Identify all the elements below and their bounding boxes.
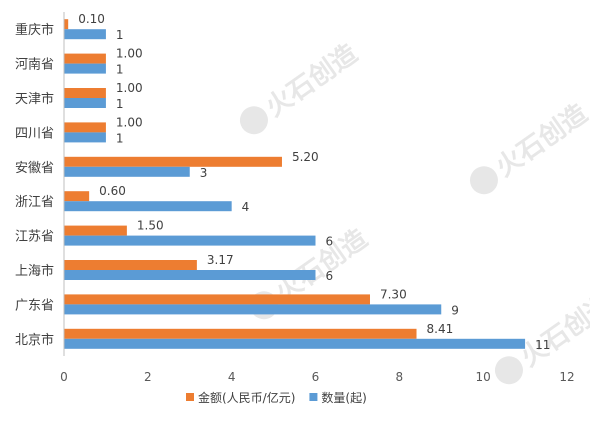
bars-layer [64, 19, 526, 349]
bar-amount [64, 19, 69, 30]
category-label: 北京市 [15, 332, 54, 348]
data-label-amount: 1.00 [116, 47, 143, 61]
watermark-flame-icon [469, 166, 498, 195]
bar-count [64, 201, 232, 212]
category-label: 上海市 [15, 263, 54, 279]
data-label-amount: 1.00 [116, 81, 143, 95]
watermark-logo: 火石创造 [239, 39, 363, 135]
legend-label-amount: 金额(人民币/亿元) [198, 390, 295, 405]
data-label-count: 3 [200, 166, 208, 180]
x-tick-label: 4 [228, 370, 236, 384]
data-label-amount: 1.00 [116, 115, 143, 129]
category-label: 广东省 [15, 298, 54, 313]
bar-count [64, 235, 316, 246]
data-label-amount: 0.60 [99, 184, 126, 198]
bar-amount [64, 156, 282, 167]
x-tick-label: 10 [476, 370, 491, 384]
data-label-amount: 7.30 [380, 287, 407, 301]
legend: 金额(人民币/亿元) 数量(起) [186, 390, 367, 405]
data-label-count: 1 [116, 97, 124, 111]
watermark-text: 火石创造 [516, 289, 590, 373]
x-tick-label: 2 [144, 370, 152, 384]
labels-layer: 0.10 1 重庆市 1.00 1 河南省 1.00 1 天津市 1.00 1 四川省 5.20 3 安徽省… [15, 12, 550, 352]
bar-count [64, 338, 526, 349]
data-label-count: 1 [116, 63, 124, 77]
data-label-count: 4 [242, 200, 250, 214]
bar-count [64, 270, 316, 280]
category-label: 安徽省 [15, 161, 54, 176]
category-label: 天津市 [15, 91, 54, 107]
bar-amount [64, 191, 90, 202]
bar-count [64, 166, 190, 177]
bar-amount [64, 328, 417, 339]
data-label-count: 11 [535, 338, 550, 352]
legend-swatch-amount [186, 393, 194, 401]
data-label-amount: 3.17 [207, 253, 234, 267]
category-label: 四川省 [15, 126, 54, 141]
x-tick-label: 0 [60, 370, 68, 384]
watermark-logo: 火石创造 [469, 99, 590, 195]
bar-count [64, 29, 106, 40]
data-label-count: 9 [451, 303, 459, 317]
data-label-count: 6 [326, 235, 334, 249]
data-label-count: 6 [326, 269, 334, 283]
legend-label-count: 数量(起) [321, 390, 366, 405]
x-tick-label: 12 [559, 370, 574, 384]
bar-count [64, 304, 442, 315]
data-label-amount: 1.50 [137, 219, 164, 233]
watermark-text: 火石创造 [261, 39, 363, 123]
category-label: 江苏省 [15, 229, 54, 245]
bar-count [64, 63, 106, 74]
x-tick-label: 6 [312, 370, 320, 384]
data-label-amount: 8.41 [427, 322, 454, 336]
data-label-count: 1 [116, 131, 124, 145]
bar-amount [64, 88, 106, 98]
category-label: 浙江省 [15, 195, 54, 210]
axis-layer: 0 2 4 6 8 10 12 [60, 12, 575, 384]
bar-amount [64, 122, 106, 133]
legend-swatch-count [309, 393, 318, 401]
watermark-flame-icon [239, 106, 268, 135]
bar-count [64, 98, 106, 108]
bar-amount [64, 260, 197, 270]
watermark-text: 火石创造 [491, 99, 590, 183]
bar-amount [64, 294, 370, 305]
category-label: 河南省 [15, 57, 54, 73]
data-label-amount: 0.10 [78, 12, 105, 26]
bar-amount [64, 53, 106, 64]
bar-count [64, 132, 106, 143]
watermark-flame-icon [494, 356, 523, 385]
data-label-amount: 5.20 [292, 150, 319, 164]
category-label: 重庆市 [15, 22, 54, 38]
bar-amount [64, 225, 127, 236]
data-label-count: 1 [116, 28, 124, 42]
x-tick-label: 8 [396, 370, 404, 384]
